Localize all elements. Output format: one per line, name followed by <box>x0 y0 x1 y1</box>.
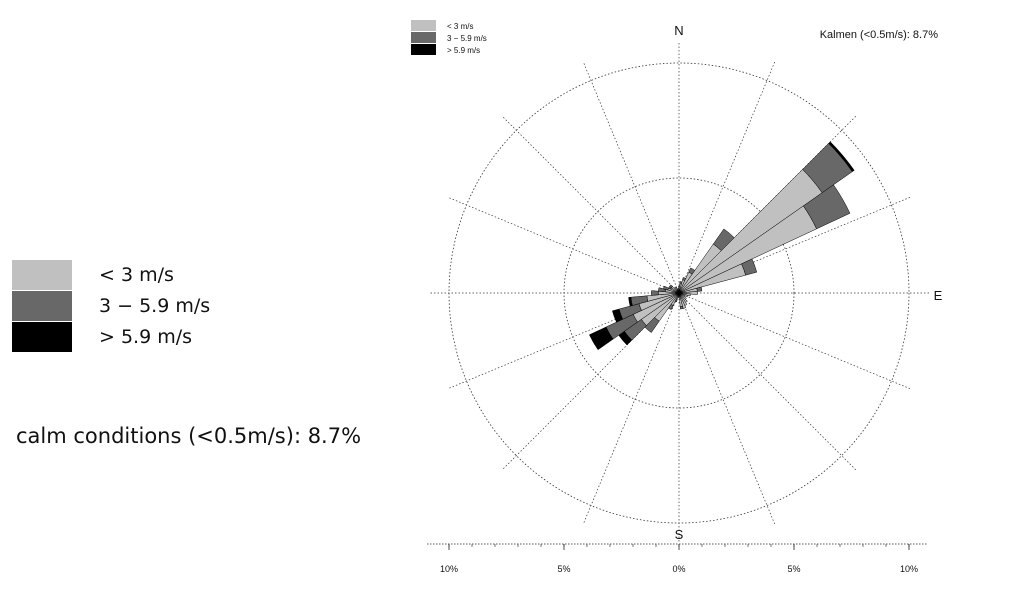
legend-label-low: < 3 m/s <box>99 264 174 286</box>
petal-310-s1 <box>669 284 673 289</box>
wind-petals <box>589 141 855 351</box>
petal-280-s1 <box>658 287 666 293</box>
petal-260-s2 <box>628 296 633 307</box>
petal-90-s0 <box>678 291 698 295</box>
petal-270-s1 <box>651 290 659 296</box>
small-legend: < 3 m/s 3 − 5.9 m/s > 5.9 m/s <box>411 20 487 55</box>
petal-60-s0 <box>678 205 817 294</box>
compass-label-n: N <box>674 23 683 38</box>
small-legend-swatch-0 <box>411 20 436 31</box>
axis-tick-label: 5% <box>557 564 570 574</box>
compass-label-e: E <box>934 288 943 303</box>
legend-item-high: > 5.9 m/s <box>12 322 210 352</box>
petal-80-s1 <box>696 286 703 292</box>
legend-label-mid: 3 − 5.9 m/s <box>99 295 211 317</box>
percent-axis: 10% 5% 0% 5% 10% <box>427 543 928 574</box>
petal-50-s2 <box>828 141 855 172</box>
legend-swatch-high <box>12 322 72 352</box>
legend-label-high: > 5.9 m/s <box>99 326 193 348</box>
petal-290-s1 <box>663 285 669 291</box>
legend-item-low: < 3 m/s <box>12 260 210 290</box>
small-legend-swatch-2 <box>411 44 436 55</box>
petal-240-s2 <box>589 326 614 351</box>
compass-labels: N E S <box>674 23 942 542</box>
legend-swatch-low <box>12 260 72 290</box>
legend: < 3 m/s 3 − 5.9 m/s > 5.9 m/s <box>12 260 210 353</box>
petal-350-s0 <box>677 288 680 294</box>
legend-swatch-mid <box>12 291 72 321</box>
axis-tick-label: 0% <box>672 564 685 574</box>
small-legend-label-0: < 3 m/s <box>447 22 473 31</box>
legend-item-mid: 3 − 5.9 m/s <box>12 291 210 321</box>
small-legend-swatch-1 <box>411 32 436 43</box>
grid-spoke <box>583 61 775 525</box>
petal-170-s1 <box>679 306 684 310</box>
calm-conditions-note: calm conditions (<0.5m/s): 8.7% <box>16 424 362 448</box>
axis-tick-label: 5% <box>787 564 800 574</box>
small-legend-label-1: 3 − 5.9 m/s <box>447 34 487 43</box>
small-legend-label-2: > 5.9 m/s <box>447 46 480 55</box>
axis-tick-label: 10% <box>900 564 918 574</box>
calm-label: Kalmen (<0.5m/s): 8.7% <box>820 29 939 41</box>
compass-label-s: S <box>675 527 684 542</box>
petal-60-s1 <box>802 184 851 230</box>
petal-70-s1 <box>741 258 758 276</box>
axis-tick-label: 10% <box>440 564 458 574</box>
petal-250-s2 <box>612 308 624 323</box>
